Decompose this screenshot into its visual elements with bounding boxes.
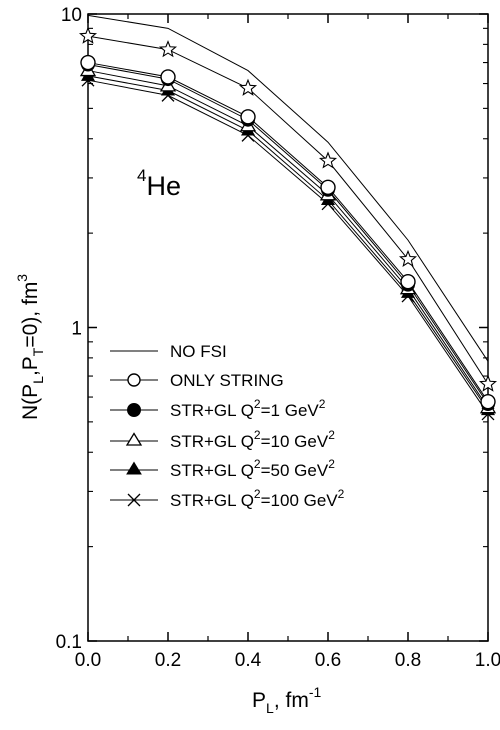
y-axis-label-sup: 3 xyxy=(14,274,30,282)
series-line-4 xyxy=(87,75,489,411)
data-point-open-circle xyxy=(80,54,96,71)
x-tick-label: 1.0 xyxy=(475,650,500,671)
legend-label-q2-1-sup2: 2 xyxy=(319,397,326,411)
legend-entry-q2-10: STR+GL Q2=10 GeV2 xyxy=(110,428,335,451)
legend: NO FSI ONLY STRING STR+GL Q2=1 GeV2 STR+… xyxy=(110,342,345,510)
x-tick-label: 0.6 xyxy=(315,650,341,671)
data-point-open-circle xyxy=(480,393,496,410)
legend-label-q2-10-sup: 2 xyxy=(254,428,261,442)
legend-label-q2-1-tail: =1 GeV xyxy=(261,401,320,420)
legend-entry-no-fsi: NO FSI xyxy=(110,342,227,361)
legend-label-q2-1-text: STR+GL Q xyxy=(170,401,254,420)
series-lines xyxy=(87,14,489,415)
y-axis-label-p2: ,P xyxy=(19,356,42,376)
legend-label-no-fsi: NO FSI xyxy=(170,342,227,361)
series-line-5 xyxy=(87,79,489,415)
data-point-open-star xyxy=(238,78,258,96)
y-axis-label-p3: =0), fm xyxy=(19,282,42,348)
x-tick-label: 0.8 xyxy=(395,650,421,671)
legend-label-q2-10-tail: =10 GeV xyxy=(261,432,329,451)
axis-ticks: 0.0 0.2 0.4 0.6 0.8 1.0 0.1 1 10 xyxy=(56,5,500,671)
x-axis-label-tail: , fm xyxy=(274,689,309,712)
legend-label-q2-100-sup: 2 xyxy=(254,487,261,501)
legend-label-q2-100-text: STR+GL Q xyxy=(170,491,254,510)
legend-label-q2-50-sup: 2 xyxy=(254,457,261,471)
data-point-open-circle xyxy=(160,69,176,85)
nucleus-mass-number: 4 xyxy=(137,166,146,185)
series-line-1 xyxy=(87,62,489,402)
series-line-6 xyxy=(87,35,489,385)
data-point-open-star xyxy=(158,40,178,58)
legend-label-q2-50-sup2: 2 xyxy=(328,457,335,471)
nucleus-symbol: He xyxy=(146,171,181,201)
data-point-open-star xyxy=(478,374,498,392)
legend-label-q2-50-tail: =50 GeV xyxy=(261,461,329,480)
y-axis-label-s2: T xyxy=(30,347,46,356)
data-point-open-circle xyxy=(400,273,416,290)
svg-text:NO FSI: NO FSI xyxy=(170,342,227,361)
data-point-open-star xyxy=(398,249,418,267)
y-axis-label: N(PL,PT=0), fm3 xyxy=(14,274,46,420)
series-line-0 xyxy=(87,14,489,362)
legend-entry-q2-50: STR+GL Q2=50 GeV2 xyxy=(110,457,335,480)
legend-label-q2-10-text: STR+GL Q xyxy=(170,432,254,451)
data-point-open-star xyxy=(318,151,338,169)
legend-label-q2-50-text: STR+GL Q xyxy=(170,461,254,480)
x-axis-label-main: P xyxy=(252,689,266,712)
legend-label-q2-100-sup2: 2 xyxy=(338,487,345,501)
nucleus-annotation: 4He xyxy=(137,166,181,201)
svg-text:STR+GL Q2=100 GeV2: STR+GL Q2=100 GeV2 xyxy=(170,487,345,510)
legend-entry-only-string: ONLY STRING xyxy=(110,371,284,390)
y-tick-label: 10 xyxy=(61,5,82,26)
legend-entry-q2-100: STR+GL Q2=100 GeV2 xyxy=(110,487,345,510)
y-tick-label: 1 xyxy=(71,319,82,340)
series-markers xyxy=(78,26,498,421)
x-axis-label-sup: -1 xyxy=(309,684,322,700)
svg-text:ONLY STRING: ONLY STRING xyxy=(170,371,284,390)
svg-text:STR+GL Q2=50 GeV2: STR+GL Q2=50 GeV2 xyxy=(170,457,335,480)
svg-text:STR+GL Q2=10 GeV2: STR+GL Q2=10 GeV2 xyxy=(170,428,335,451)
legend-label-q2-1-sup: 2 xyxy=(254,397,261,411)
svg-text:STR+GL Q2=1 GeV2: STR+GL Q2=1 GeV2 xyxy=(170,397,326,420)
x-tick-label: 0.4 xyxy=(235,650,262,671)
plot-frame xyxy=(87,13,489,642)
legend-label-q2-100-tail: =100 GeV xyxy=(261,491,339,510)
x-tick-label: 0.0 xyxy=(75,650,101,671)
x-tick-label: 0.2 xyxy=(155,650,181,671)
data-point-open-circle xyxy=(320,179,336,196)
legend-label-only-string: ONLY STRING xyxy=(170,371,284,390)
x-axis-label: PL, fm-1 xyxy=(252,684,321,716)
x-axis-label-sub: L xyxy=(266,700,274,716)
legend-label-q2-10-sup2: 2 xyxy=(328,428,335,442)
data-point-open-star xyxy=(78,26,98,44)
y-axis-label-s1: L xyxy=(30,376,46,384)
y-tick-label: 0.1 xyxy=(56,632,82,653)
series-line-3 xyxy=(87,70,489,408)
legend-entry-q2-1: STR+GL Q2=1 GeV2 xyxy=(110,397,326,420)
data-point-open-circle xyxy=(240,109,256,125)
y-axis-label-p1: N(P xyxy=(19,384,42,420)
series-line-2 xyxy=(87,64,489,405)
